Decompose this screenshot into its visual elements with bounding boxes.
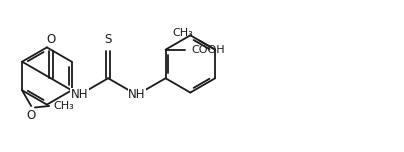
Text: O: O [46,33,55,46]
Text: S: S [105,33,112,46]
Text: NH: NH [71,88,88,101]
Text: COOH: COOH [191,45,225,55]
Text: CH₃: CH₃ [54,101,74,111]
Text: O: O [27,109,36,122]
Text: CH₃: CH₃ [173,28,194,38]
Text: NH: NH [128,88,145,101]
